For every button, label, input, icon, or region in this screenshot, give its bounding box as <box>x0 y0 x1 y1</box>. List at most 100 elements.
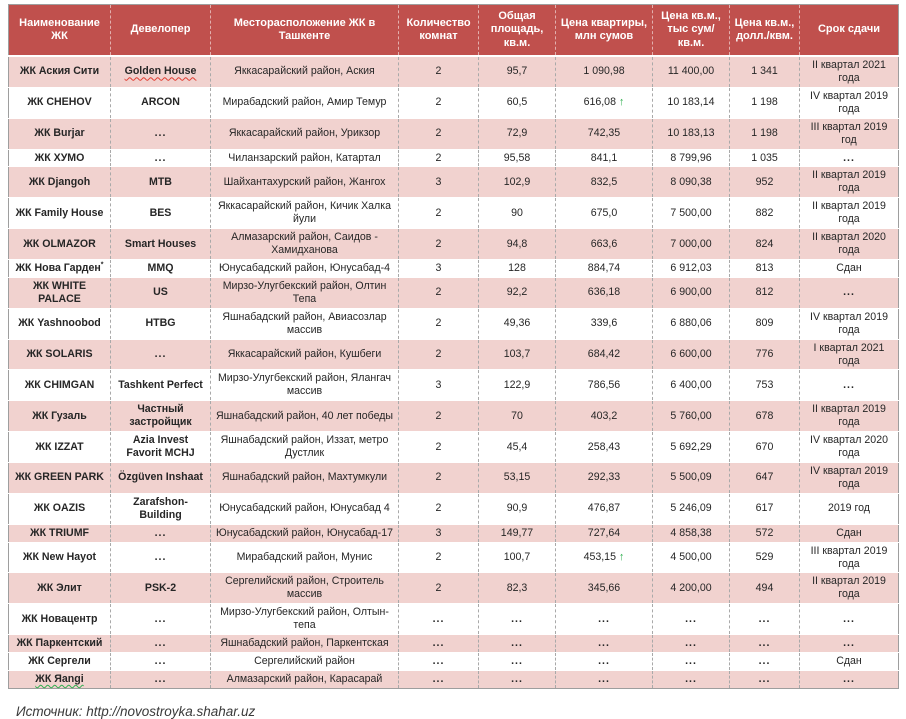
cell-deadline: II квартал 2019 года <box>799 400 899 432</box>
cell-price: 663,6 <box>555 228 653 260</box>
cell-price: 841,1 <box>555 148 653 167</box>
table-row: ЖК TRIUMF... Юнусабадский район, Юнусабад… <box>8 523 899 543</box>
table-row: ЖК Нова Гарден* MMQ Юнусабадский район, Юн… <box>8 258 899 278</box>
cell-developer: ... <box>110 652 211 671</box>
cell-price: ... <box>555 652 653 671</box>
cell-area: ... <box>478 652 556 671</box>
cell-area: ... <box>478 669 556 689</box>
cell-usd: 776 <box>729 338 800 370</box>
cell-sqm: 10 183,13 <box>652 117 730 150</box>
cell-developer: ... <box>110 634 211 653</box>
table-row: ЖК Элит PSK-2 Сергелийский район, Строител… <box>8 572 899 604</box>
col-header-deadline: Срок сдачи <box>799 4 899 57</box>
cell-rooms: 2 <box>398 461 479 494</box>
cell-name: ЖК Гузаль <box>8 400 111 432</box>
col-header-sqm: Цена кв.м., тыс сум/кв.м. <box>652 4 730 57</box>
cell-deadline: IV квартал 2019 года <box>799 461 899 494</box>
cell-deadline: IV квартал 2020 года <box>799 431 899 463</box>
cell-developer: ... <box>110 117 211 150</box>
cell-area: 82,3 <box>478 572 556 604</box>
col-header-location: Месторасположение ЖК в Ташкенте <box>210 4 399 57</box>
table-row: ЖК Yashnoobod HTBG Яшнабадский район, Авиа… <box>8 307 899 340</box>
cell-name: ЖК Паркентский <box>8 634 111 653</box>
header-row: Наименование ЖК Девелопер Месторасположени… <box>8 4 899 57</box>
cell-rooms: 2 <box>398 117 479 150</box>
cell-deadline: I квартал 2021 года <box>799 338 899 370</box>
cell-area: 95,7 <box>478 55 556 88</box>
cell-location: Чиланзарский район, Катартал <box>210 148 399 167</box>
cell-location: Алмазарский район, Саидов - Хамидханова <box>210 228 399 260</box>
cell-area: 90 <box>478 197 556 229</box>
cell-area: 103,7 <box>478 338 556 370</box>
cell-sqm: 6 880,06 <box>652 307 730 340</box>
cell-deadline: II квартал 2019 года <box>799 166 899 198</box>
table-row: ЖК Family House BES Яккасарайский район, К… <box>8 197 899 229</box>
cell-name: ЖК Yashnoobod <box>8 307 111 340</box>
cell-usd: 529 <box>729 541 800 573</box>
cell-usd: 882 <box>729 197 800 229</box>
table-row: ЖК ХУМО... Чиланзарский район, Катартал 2 9… <box>8 148 899 167</box>
cell-name: ЖК TRIUMF <box>8 523 111 543</box>
cell-developer: Özgüven Inshaat <box>110 461 211 494</box>
cell-name: ЖК Family House <box>8 197 111 229</box>
cell-sqm: ... <box>652 652 730 671</box>
cell-name: ЖК Яangi <box>8 669 111 689</box>
cell-sqm: 6 400,00 <box>652 369 730 401</box>
col-header-price: Цена квартиры, млн сумов <box>555 4 653 57</box>
table-body: ЖК Аския Сити Golden House Яккасарайский р… <box>8 55 899 689</box>
cell-rooms: 2 <box>398 228 479 260</box>
cell-location: Яккасарайский район, Кичик Халка йули <box>210 197 399 229</box>
cell-price: 636,18 <box>555 276 653 309</box>
cell-name: ЖК CHIMGAN <box>8 369 111 401</box>
cell-usd: 1 198 <box>729 117 800 150</box>
cell-name: ЖК Нова Гарден* <box>8 258 111 278</box>
cell-rooms: 2 <box>398 541 479 573</box>
cell-rooms: 2 <box>398 148 479 167</box>
cell-developer: ... <box>110 523 211 543</box>
cell-usd: 813 <box>729 258 800 278</box>
cell-sqm: 4 858,38 <box>652 523 730 543</box>
cell-price: 742,35 <box>555 117 653 150</box>
cell-deadline: Сдан <box>799 652 899 671</box>
cell-deadline: IV квартал 2019 года <box>799 307 899 340</box>
trend-up-icon: ↑ <box>618 550 625 563</box>
cell-sqm: 7 000,00 <box>652 228 730 260</box>
cell-usd: ... <box>729 603 800 635</box>
source-caption: Источник: http://novostroyka.shahar.uz <box>16 703 256 719</box>
cell-deadline: II квартал 2019 года <box>799 197 899 229</box>
cell-location: Яккасарайский район, Аския <box>210 55 399 88</box>
cell-rooms: ... <box>398 634 479 653</box>
cell-usd: ... <box>729 652 800 671</box>
cell-name: ЖК Аския Сити <box>8 55 111 88</box>
table-row: ЖК WHITE PALACE US Мирзо-Улугбекский район… <box>8 276 899 309</box>
table-row: ЖК Новацентр... Мирзо-Улугбекский район, … <box>8 603 899 635</box>
table-row: ЖК Аския Сити Golden House Яккасарайский р… <box>8 55 899 88</box>
cell-location: Шайхантахурский район, Жангох <box>210 166 399 198</box>
cell-developer: Zarafshon-Building <box>110 492 211 525</box>
cell-rooms: ... <box>398 603 479 635</box>
trend-up-icon: ↑ <box>618 96 625 109</box>
cell-sqm: 10 183,14 <box>652 86 730 119</box>
cell-rooms: 3 <box>398 369 479 401</box>
housing-table: Наименование ЖК Девелопер Месторасположени… <box>8 4 899 689</box>
cell-rooms: 3 <box>398 258 479 278</box>
footnote-asterisk: * <box>100 261 104 269</box>
cell-rooms: ... <box>398 652 479 671</box>
cell-sqm: ... <box>652 669 730 689</box>
spellcheck-underline: Golden House <box>124 65 197 78</box>
table-row: ЖК Паркентский... Яшнабадский район, Парк… <box>8 634 899 653</box>
cell-area: 149,77 <box>478 523 556 543</box>
cell-area: 49,36 <box>478 307 556 340</box>
cell-sqm: 6 900,00 <box>652 276 730 309</box>
cell-rooms: 2 <box>398 55 479 88</box>
col-header-name: Наименование ЖК <box>8 4 111 57</box>
cell-rooms: 2 <box>398 86 479 119</box>
cell-area: ... <box>478 603 556 635</box>
cell-usd: 812 <box>729 276 800 309</box>
cell-location: Яшнабадский район, Иззат, метро Дустлик <box>210 431 399 463</box>
cell-deadline: 2019 год <box>799 492 899 525</box>
cell-location: Мирзо-Улугбекский район, Олтын-тепа <box>210 603 399 635</box>
cell-sqm: 8 799,96 <box>652 148 730 167</box>
cell-usd: 824 <box>729 228 800 260</box>
cell-usd: 1 341 <box>729 55 800 88</box>
